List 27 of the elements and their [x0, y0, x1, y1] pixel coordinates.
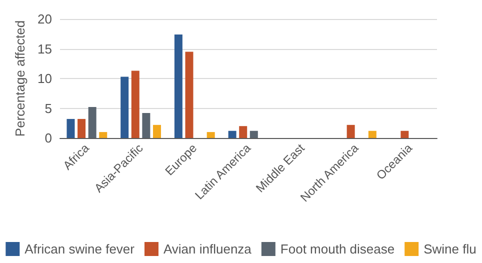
- bar: [152, 124, 161, 138]
- legend-label: African swine fever: [24, 242, 136, 256]
- bar: [346, 124, 355, 138]
- legend-label: Swine flu: [424, 242, 476, 256]
- bar: [400, 130, 409, 138]
- bar: [206, 132, 215, 138]
- y-axis-title: Percentage affected: [12, 20, 28, 137]
- legend-label: Avian influenza: [163, 242, 252, 256]
- y-tick-label: 5: [44, 100, 52, 116]
- bar: [120, 76, 129, 138]
- bar: [99, 132, 108, 138]
- bar: [142, 113, 150, 138]
- bar: [185, 52, 194, 138]
- bar: [131, 70, 140, 138]
- bar: [66, 118, 75, 138]
- legend-label: Foot mouth disease: [280, 242, 395, 256]
- bar: [368, 130, 376, 138]
- y-tick-label: 10: [38, 71, 52, 86]
- bar: [78, 118, 86, 138]
- bar: [174, 34, 182, 138]
- y-tick-label: 20: [38, 12, 52, 26]
- bar: [228, 130, 236, 138]
- bar: [88, 107, 96, 138]
- bar: [239, 126, 248, 138]
- y-tick-label: 15: [38, 41, 52, 56]
- y-tick-label: 0: [44, 130, 52, 146]
- bar: [250, 130, 258, 138]
